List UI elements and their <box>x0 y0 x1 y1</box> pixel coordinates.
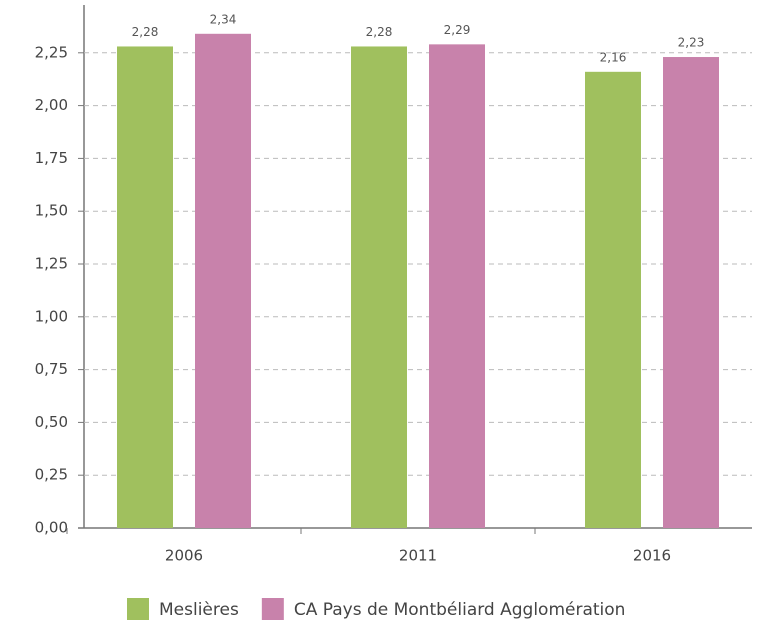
bar <box>429 44 485 529</box>
y-tick-label: 0,00 <box>35 519 68 537</box>
y-tick-label: 1,00 <box>35 307 68 325</box>
y-tick-label: 0,50 <box>35 413 68 431</box>
x-tick-label: 2006 <box>165 547 203 565</box>
value-label: 2,16 <box>600 50 627 64</box>
y-tick-label: 0,25 <box>35 466 68 484</box>
bar <box>663 57 719 529</box>
value-label: 2,28 <box>366 25 393 39</box>
value-label: 2,23 <box>678 36 705 50</box>
value-label: 2,34 <box>210 12 237 26</box>
bar <box>351 46 407 529</box>
legend-label: CA Pays de Montbéliard Agglomération <box>294 600 626 620</box>
bar <box>195 33 251 529</box>
value-label: 2,29 <box>444 23 471 37</box>
x-tick-label: 2016 <box>633 547 671 565</box>
y-tick-label: 1,25 <box>35 255 68 273</box>
y-tick-label: 1,75 <box>35 149 68 167</box>
bar <box>585 71 641 529</box>
y-tick-label: 2,25 <box>35 43 68 61</box>
y-tick-label: 0,75 <box>35 360 68 378</box>
legend-swatch <box>261 598 284 620</box>
y-tick-label: 1,50 <box>35 202 68 220</box>
y-tick-label: 2,00 <box>35 96 68 114</box>
legend-label: Meslières <box>159 600 239 620</box>
bar <box>117 46 173 529</box>
legend-swatch <box>127 598 149 620</box>
value-label: 2,28 <box>132 25 159 39</box>
x-tick-label: 2011 <box>399 547 437 565</box>
